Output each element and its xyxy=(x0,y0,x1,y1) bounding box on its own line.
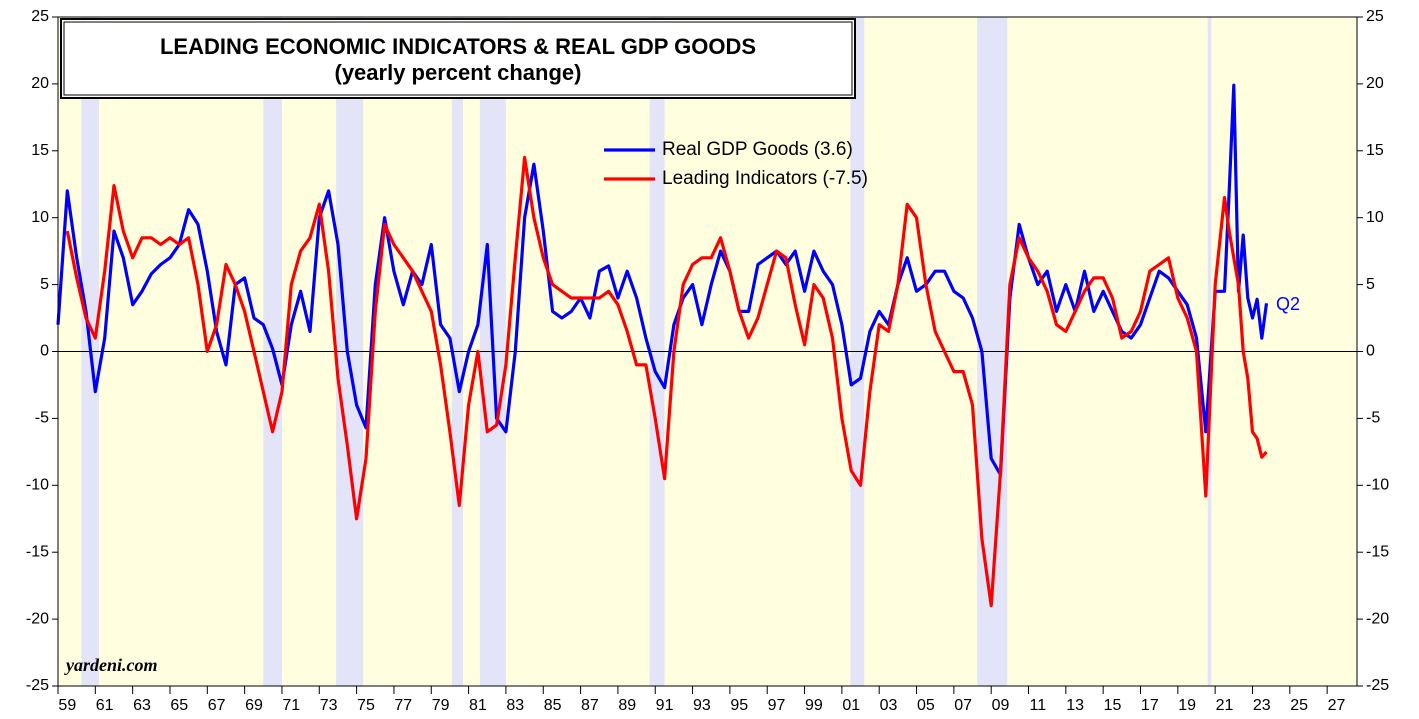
x-tick-label: 99 xyxy=(805,697,823,714)
title-box-inner xyxy=(63,21,853,96)
x-tick-label: 11 xyxy=(1030,697,1047,714)
source: yardeni.com xyxy=(64,655,158,675)
x-tick-label: 59 xyxy=(58,697,76,714)
y2-tick-label: -25 xyxy=(1366,677,1389,694)
x-tick-label: 73 xyxy=(320,697,338,714)
x-tick-label: 25 xyxy=(1290,697,1308,714)
y2-tick-label: 5 xyxy=(1366,276,1375,293)
x-tick-label: 23 xyxy=(1253,697,1271,714)
x-tick-label: 01 xyxy=(842,697,860,714)
y2-tick-label: 15 xyxy=(1366,142,1384,159)
legend-label: Leading Indicators (-7.5) xyxy=(662,168,868,189)
title-box xyxy=(60,18,856,99)
y2-tick-label: 10 xyxy=(1366,209,1384,226)
y2-tick-label: 25 xyxy=(1366,8,1384,25)
x-tick-label: 93 xyxy=(693,697,711,714)
y-tick-label: 15 xyxy=(31,142,49,159)
y-tick-label: -20 xyxy=(26,610,49,627)
x-tick-label: 91 xyxy=(656,697,674,714)
x-tick-label: 03 xyxy=(880,697,898,714)
x-tick-label: 79 xyxy=(432,697,450,714)
x-tick-label: 81 xyxy=(469,697,487,714)
x-tick-label: 17 xyxy=(1141,697,1159,714)
chart-subtitle: (yearly percent change) xyxy=(335,60,582,85)
y2-tick-label: 0 xyxy=(1366,343,1375,360)
y2-tick-label: -5 xyxy=(1366,410,1380,427)
x-tick-label: 07 xyxy=(954,697,972,714)
chart-title: LEADING ECONOMIC INDICATORS & REAL GDP G… xyxy=(160,34,756,59)
y-tick-label: -10 xyxy=(26,477,49,494)
x-tick-label: 19 xyxy=(1178,697,1196,714)
x-tick-label: 21 xyxy=(1216,697,1234,714)
x-tick-label: 13 xyxy=(1066,697,1084,714)
x-tick-label: 63 xyxy=(133,697,151,714)
x-tick-label: 69 xyxy=(245,697,263,714)
y-tick-label: 20 xyxy=(31,75,49,92)
annotation: Q2 xyxy=(1276,294,1300,314)
y-tick-label: 10 xyxy=(31,209,49,226)
y2-tick-label: -20 xyxy=(1366,610,1389,627)
x-tick-label: 95 xyxy=(730,697,748,714)
y2-tick-label: -15 xyxy=(1366,543,1389,560)
plot-frame xyxy=(57,16,1358,687)
x-tick-label: 83 xyxy=(506,697,524,714)
x-tick-label: 87 xyxy=(581,697,599,714)
x-tick-label: 75 xyxy=(357,697,375,714)
x-tick-label: 71 xyxy=(282,697,300,714)
y-tick-label: -15 xyxy=(26,543,49,560)
series-line xyxy=(65,155,1268,608)
y-tick-label: -5 xyxy=(35,410,49,427)
y2-tick-label: 20 xyxy=(1366,75,1384,92)
x-tick-label: 67 xyxy=(208,697,226,714)
x-tick-label: 61 xyxy=(96,697,114,714)
x-tick-label: 05 xyxy=(917,697,935,714)
x-tick-label: 97 xyxy=(768,697,786,714)
y-tick-label: -25 xyxy=(26,677,49,694)
y-tick-label: 25 xyxy=(31,8,49,25)
y2-tick-label: -10 xyxy=(1366,477,1389,494)
x-tick-label: 85 xyxy=(544,697,562,714)
legend-label: Real GDP Goods (3.6) xyxy=(662,139,853,160)
y-tick-label: 5 xyxy=(40,276,49,293)
x-tick-label: 27 xyxy=(1328,697,1346,714)
y-tick-label: 0 xyxy=(40,343,49,360)
x-tick-label: 77 xyxy=(394,697,412,714)
x-tick-label: 09 xyxy=(992,697,1010,714)
x-tick-label: 65 xyxy=(170,697,188,714)
series-line xyxy=(56,83,1269,477)
x-tick-label: 15 xyxy=(1104,697,1122,714)
x-tick-label: 89 xyxy=(618,697,636,714)
